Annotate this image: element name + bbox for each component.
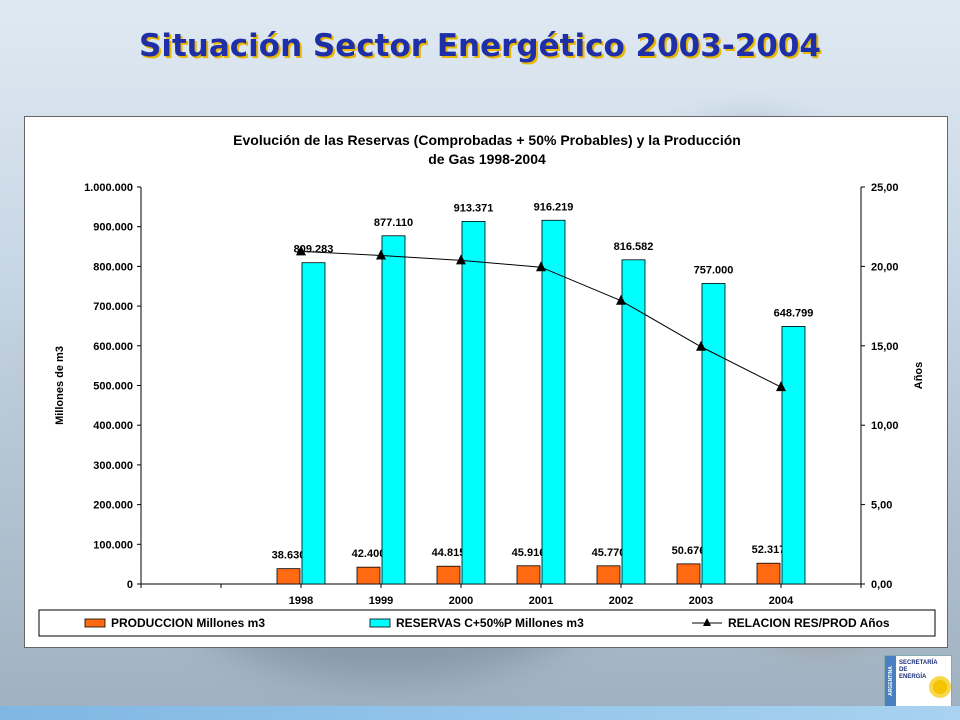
legend-label: PRODUCCION Millones m3: [111, 616, 265, 630]
chart-title-line1: Evolución de las Reservas (Comprobadas +…: [233, 132, 741, 148]
y-left-tick-label: 0: [127, 579, 133, 591]
ratio-point: [616, 294, 626, 305]
production-bar: [676, 563, 701, 585]
production-bar-label: 42.400: [352, 548, 386, 560]
y-left-tick-label: 600.000: [93, 341, 133, 353]
y-left-axis-label: Millones de m3: [54, 346, 66, 425]
legend-label: RELACION RES/PROD Años: [728, 616, 890, 630]
production-bar: [516, 565, 541, 585]
production-bar-label: 44.815: [432, 547, 466, 559]
reserves-bar-label: 916.219: [534, 201, 574, 213]
ratio-point: [776, 381, 786, 392]
y-left-tick-label: 900.000: [93, 222, 133, 234]
reserves-bar: [621, 259, 646, 585]
production-bar: [596, 565, 621, 585]
sun-icon: [929, 676, 951, 698]
chart: Evolución de las Reservas (Comprobadas +…: [38, 132, 936, 637]
production-bar: [356, 566, 381, 585]
chart-frame: Evolución de las Reservas (Comprobadas +…: [24, 116, 948, 648]
reserves-bar: [461, 220, 486, 585]
x-tick-label: 2002: [609, 595, 633, 607]
production-bar-label: 45.916: [512, 547, 546, 559]
chart-title-line2: de Gas 1998-2004: [428, 151, 546, 167]
y-left-tick-label: 300.000: [93, 460, 133, 472]
reserves-bar-label: 648.799: [774, 307, 814, 319]
y-left-tick-label: 500.000: [93, 381, 133, 393]
x-tick-label: 2000: [449, 595, 473, 607]
reserves-bar-label: 877.110: [374, 217, 413, 229]
y-right-tick-label: 0,00: [871, 579, 892, 591]
y-left-tick-label: 1.000.000: [84, 182, 133, 194]
y-right-axis-label: Años: [913, 362, 925, 390]
ratio-point: [456, 254, 466, 265]
reserves-bar: [781, 326, 806, 585]
y-right-tick-label: 15,00: [871, 341, 899, 353]
y-right-tick-label: 25,00: [871, 182, 899, 194]
logo-side-text: ARGENTINA: [888, 666, 894, 696]
reserves-bar: [381, 235, 406, 585]
y-left-tick-label: 400.000: [93, 420, 133, 432]
legend-swatch: [84, 618, 106, 628]
ratio-point: [536, 261, 546, 272]
x-tick-label: 2003: [689, 595, 713, 607]
x-tick-label: 1999: [369, 595, 393, 607]
bottom-bar: [0, 706, 960, 720]
y-left-tick-label: 700.000: [93, 301, 133, 313]
secretaria-energia-logo: ARGENTINA SECRETARÍA DE ENERGÍA: [884, 655, 952, 709]
ratio-point: [296, 245, 306, 256]
reserves-bar: [541, 219, 566, 585]
reserves-bar-label: 816.582: [614, 241, 654, 253]
production-bar-label: 38.630: [272, 550, 306, 562]
reserves-bar-label: 913.371: [454, 202, 494, 214]
production-bar: [276, 568, 301, 585]
x-tick-label: 2004: [769, 595, 794, 607]
logo-text: SECRETARÍA DE ENERGÍA: [899, 660, 938, 680]
reserves-bar: [701, 283, 726, 585]
production-bar: [436, 565, 461, 585]
ratio-point: [696, 340, 706, 351]
reserves-bar: [301, 262, 326, 585]
production-bar-label: 45.770: [592, 547, 626, 559]
x-tick-label: 2001: [529, 595, 553, 607]
y-right-tick-label: 5,00: [871, 500, 892, 512]
y-right-tick-label: 10,00: [871, 420, 899, 432]
ratio-point: [376, 249, 386, 260]
legend-swatch: [369, 618, 391, 628]
production-bar: [756, 562, 781, 585]
production-bar-label: 50.676: [672, 545, 706, 557]
y-left-tick-label: 800.000: [93, 261, 133, 273]
production-bar-label: 52.317: [752, 544, 786, 556]
legend-marker: [703, 618, 711, 626]
y-left-tick-label: 100.000: [93, 539, 133, 551]
y-right-tick-label: 20,00: [871, 261, 899, 273]
x-tick-label: 1998: [289, 595, 313, 607]
logo-side-band: ARGENTINA: [885, 656, 896, 708]
legend-box: [38, 609, 936, 637]
reserves-bar-label: 757.000: [694, 264, 734, 276]
slide-title: Situación Sector Energético 2003-2004: [139, 28, 821, 64]
legend-label: RESERVAS C+50%P Millones m3: [396, 616, 584, 630]
y-left-tick-label: 200.000: [93, 500, 133, 512]
